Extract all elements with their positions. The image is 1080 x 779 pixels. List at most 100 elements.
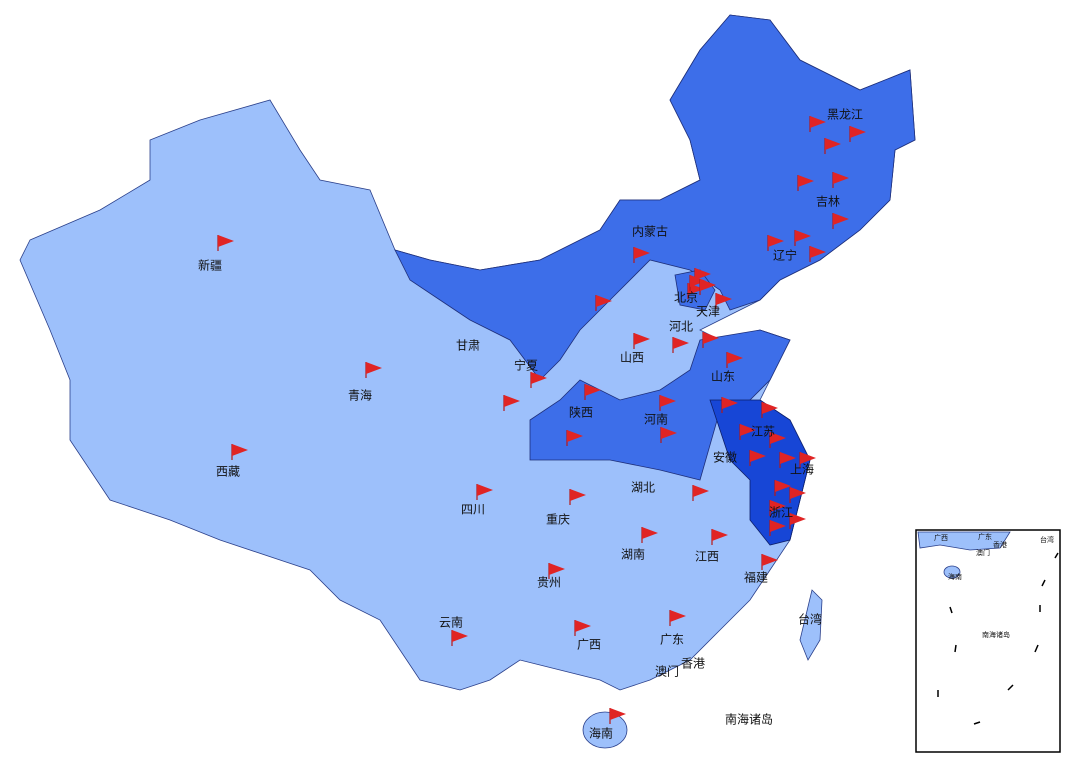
flag xyxy=(504,395,520,407)
region-label: 浙江 xyxy=(769,506,793,520)
region-label: 贵州 xyxy=(537,576,561,590)
flag xyxy=(825,138,841,150)
region-label: 西藏 xyxy=(216,465,240,479)
region-label: 澳门 xyxy=(655,664,679,679)
region-label: 山西 xyxy=(620,351,644,365)
flag xyxy=(798,175,814,187)
flag xyxy=(673,337,689,349)
region-label: 台湾 xyxy=(798,612,822,627)
flag xyxy=(642,527,658,539)
inset-label: 广西 xyxy=(934,533,948,542)
inset-label: 广东 xyxy=(978,532,992,541)
flag xyxy=(661,427,677,439)
flag xyxy=(716,293,732,305)
region xyxy=(917,531,1011,551)
region-label: 江西 xyxy=(695,550,719,564)
flag xyxy=(833,213,849,225)
inset-label: 澳门 xyxy=(976,548,990,557)
flag xyxy=(232,444,248,456)
flag xyxy=(770,432,786,444)
flag xyxy=(634,333,650,345)
flag xyxy=(722,397,738,409)
flag xyxy=(770,500,786,512)
flag xyxy=(700,279,716,291)
flag xyxy=(452,630,468,642)
flag xyxy=(795,230,811,242)
region-label: 云南 xyxy=(439,615,463,630)
flag xyxy=(690,275,706,287)
flag xyxy=(531,372,547,384)
flag xyxy=(750,450,766,462)
region-label: 海南 xyxy=(589,726,613,741)
flag xyxy=(833,172,849,184)
flag xyxy=(660,395,676,407)
flag xyxy=(218,235,234,247)
region-label: 香港 xyxy=(681,657,705,671)
region-label: 陕西 xyxy=(569,405,593,420)
inset-label: 香港 xyxy=(993,540,1007,549)
region xyxy=(709,399,811,546)
region-label: 湖北 xyxy=(631,480,655,495)
flag xyxy=(477,484,493,496)
region-label: 甘肃 xyxy=(456,339,480,353)
region-label: 天津 xyxy=(696,305,720,319)
region-label: 新疆 xyxy=(198,258,222,273)
region-label: 黑龙江 xyxy=(827,108,863,122)
flag xyxy=(712,529,728,541)
flag xyxy=(790,487,806,499)
flag xyxy=(703,332,719,344)
region-label: 河南 xyxy=(644,412,668,427)
inset-label: 台湾 xyxy=(1040,535,1054,544)
inset-frame xyxy=(915,529,1061,753)
flag xyxy=(790,513,806,525)
inset-label: 南海诸岛 xyxy=(982,630,1010,639)
flag xyxy=(366,362,382,374)
flag xyxy=(634,247,650,259)
region xyxy=(394,14,916,381)
region-label: 吉林 xyxy=(816,195,840,209)
region-label: 湖南 xyxy=(621,547,645,562)
region-label: 辽宁 xyxy=(773,248,797,263)
flag xyxy=(800,452,816,464)
flag xyxy=(585,384,601,396)
region-label: 广西 xyxy=(577,638,601,652)
flag xyxy=(810,116,826,128)
region-label: 北京 xyxy=(674,291,698,305)
region-label: 山东 xyxy=(711,370,735,384)
flag xyxy=(740,424,756,436)
flag xyxy=(762,402,778,414)
flag xyxy=(567,430,583,442)
flag xyxy=(549,563,565,575)
flag xyxy=(850,126,866,138)
flag xyxy=(693,485,709,497)
dash-line xyxy=(937,552,1059,725)
flag xyxy=(770,520,786,532)
flag xyxy=(762,554,778,566)
region-label: 南海诸岛 xyxy=(725,712,773,727)
region-label: 江苏 xyxy=(751,425,775,439)
flag xyxy=(596,295,612,307)
region-label: 福建 xyxy=(744,570,768,585)
region-label: 安徽 xyxy=(713,450,737,465)
flag xyxy=(775,480,791,492)
region-label: 河北 xyxy=(669,320,693,334)
region xyxy=(943,565,961,579)
flag xyxy=(570,489,586,501)
region-label: 内蒙古 xyxy=(632,224,668,239)
region-label: 青海 xyxy=(348,388,372,403)
flag xyxy=(610,708,626,720)
region xyxy=(582,711,628,749)
region-label: 广东 xyxy=(660,633,684,647)
flag xyxy=(670,610,686,622)
flag xyxy=(780,452,796,464)
flag xyxy=(768,235,784,247)
region-label: 四川 xyxy=(461,503,485,517)
flag xyxy=(575,620,591,632)
flag xyxy=(695,268,711,280)
region-label: 重庆 xyxy=(546,513,570,527)
region-label: 宁夏 xyxy=(514,358,538,373)
region xyxy=(799,589,823,661)
flag xyxy=(810,246,826,258)
